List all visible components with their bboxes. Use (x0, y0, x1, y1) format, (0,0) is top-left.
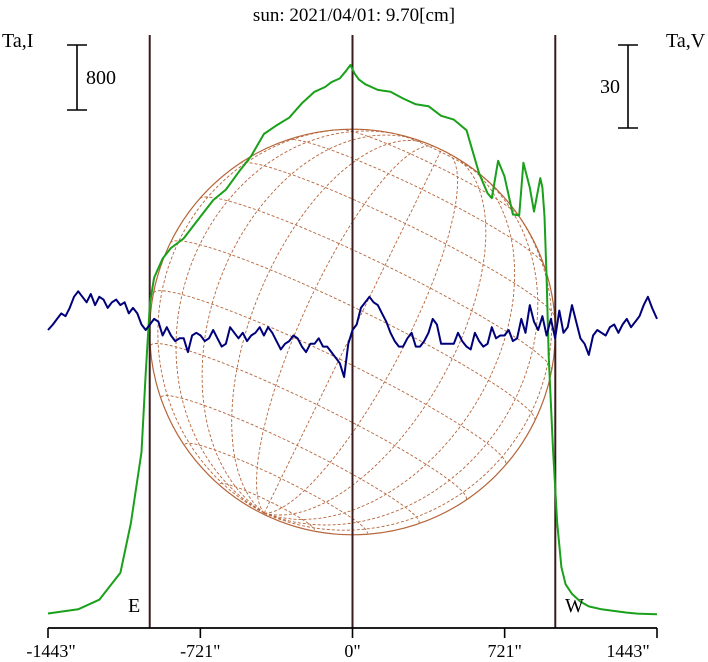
intensity-curve (47, 64, 658, 616)
latitude-line (288, 138, 544, 265)
chart-title: sun: 2021/04/01: 9.70[cm] (253, 5, 455, 26)
x-tick-label: -1443" (26, 641, 75, 661)
x-tick-label: -721" (180, 641, 220, 661)
latitude-line (184, 442, 368, 534)
longitude-line (264, 199, 553, 531)
longitude-line (264, 161, 516, 520)
west-marker: W (565, 595, 584, 617)
longitude-line (201, 134, 419, 514)
longitude-line (264, 172, 539, 526)
polarization-curve (47, 290, 658, 378)
longitude-line (264, 156, 487, 516)
latitude-line (199, 196, 553, 371)
scalebar-right-label: 30 (600, 76, 620, 98)
x-tick-label: 721" (487, 641, 521, 661)
y-axis-label-right: Ta,V (666, 30, 706, 52)
latitude-line (340, 129, 520, 217)
scalebar-left: 800 (67, 44, 116, 111)
y-axis-label-left: Ta,I (2, 30, 33, 52)
longitude-line (157, 128, 363, 514)
longitude-line (264, 152, 459, 514)
scalebar-right: 30 (600, 44, 638, 129)
data-series (47, 64, 658, 616)
longitude-line (256, 145, 435, 514)
x-tick-label: 1443" (606, 641, 649, 661)
x-axis-ticks: -1443" -721" 0" 721" 1443" (26, 628, 658, 661)
x-tick-label: 0" (344, 641, 360, 661)
longitude-line (175, 130, 402, 514)
longitude-line (231, 140, 429, 514)
scalebar-left-label: 800 (86, 67, 116, 89)
east-marker: E (128, 595, 140, 617)
